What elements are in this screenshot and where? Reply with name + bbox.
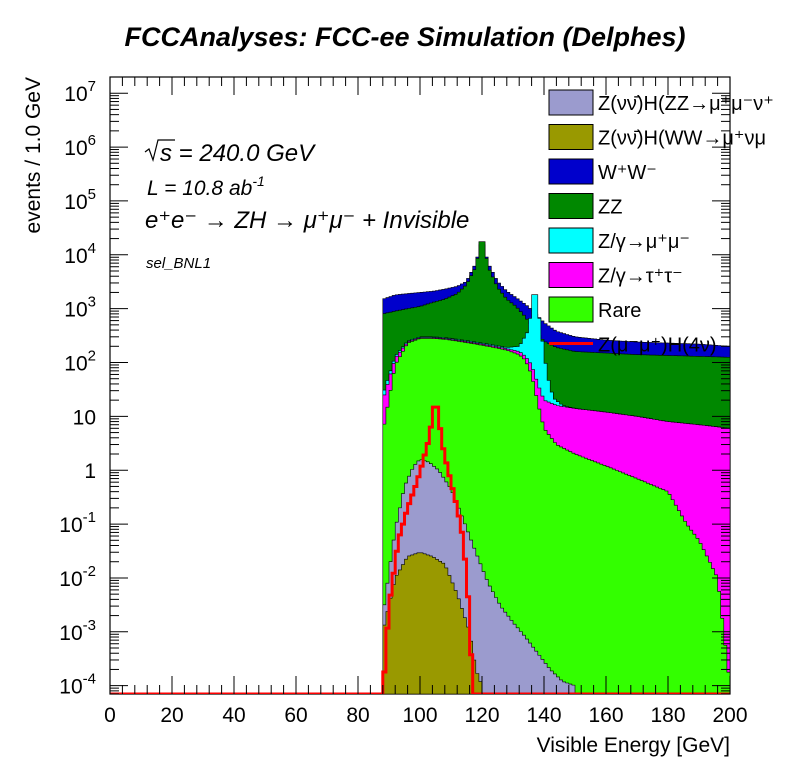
legend-label: Z/γ→τ⁺τ⁻ <box>598 266 683 288</box>
stacked-series <box>382 241 730 694</box>
legend-label: ZZ <box>598 197 622 219</box>
legend: Z(νν̄)H(ZZ→μ⁺μ⁻ν⁺ Z(νν̄)H(WW→μ⁺νμ W⁺W⁻ ZZ Z/… <box>548 89 774 357</box>
x-tick-label: 60 <box>284 704 307 727</box>
legend-swatch <box>548 89 594 116</box>
y-tick-label: 105 <box>64 186 96 214</box>
legend-label: W⁺W⁻ <box>598 162 657 184</box>
y-tick-labels: 10-4 10-3 10-2 10-1 1 10 102 103 104 105 106 107 <box>59 78 96 698</box>
series-zmumuh-inv <box>110 405 730 694</box>
y-tick-label: 10-3 <box>59 617 96 645</box>
axis-ticks <box>109 76 731 695</box>
legend-label: Z(μ⁻μ⁺)H(4ν) <box>598 335 717 357</box>
x-tick-label: 160 <box>588 704 623 727</box>
sqrt-s-label: s = 240.0 GeV <box>160 140 316 167</box>
selection-label: sel_BNL1 <box>146 255 211 272</box>
y-tick-label: 102 <box>64 348 96 376</box>
legend-entry: Z(νν̄)H(WW→μ⁺νμ <box>548 124 766 150</box>
x-tick-labels: 0 20 40 60 80 100 120 140 160 180 200 <box>104 704 747 727</box>
y-tick-label: 107 <box>64 78 96 106</box>
legend-label: Z/γ→μ⁺μ⁻ <box>598 231 690 253</box>
process-label: e⁺e⁻ → ZH → μ⁺μ⁻ + Invisible <box>145 207 469 234</box>
legend-entry: Z(νν̄)H(ZZ→μ⁺μ⁻ν⁺ <box>548 89 774 116</box>
legend-entry: Z/γ→μ⁺μ⁻ <box>548 227 690 254</box>
y-tick-label: 10-4 <box>59 671 96 699</box>
x-tick-label: 0 <box>104 704 116 727</box>
x-tick-label: 180 <box>650 704 685 727</box>
x-tick-label: 140 <box>526 704 561 727</box>
legend-swatch <box>548 193 594 219</box>
x-axis-title: Visible Energy [GeV] <box>537 734 730 757</box>
legend-swatch <box>548 296 594 323</box>
legend-entry: W⁺W⁻ <box>548 158 657 185</box>
chart-title: FCCAnalyses: FCC-ee Simulation (Delphes) <box>124 22 685 52</box>
legend-entry: Z(μ⁻μ⁺)H(4ν) <box>549 335 717 357</box>
y-tick-label: 106 <box>64 132 96 160</box>
legend-swatch <box>548 124 594 150</box>
series-znunuh-ww <box>382 552 483 694</box>
legend-swatch <box>548 227 594 254</box>
signal-line-series <box>110 405 730 694</box>
luminosity-label: L = 10.8 ab-1 <box>147 173 265 200</box>
x-tick-label: 100 <box>402 704 437 727</box>
legend-entry: Z/γ→τ⁺τ⁻ <box>548 262 683 288</box>
y-tick-label: 10-1 <box>59 509 96 537</box>
legend-label: Z(νν̄)H(WW→μ⁺νμ <box>598 128 766 150</box>
x-tick-label: 40 <box>222 704 245 727</box>
legend-label: Rare <box>598 300 641 322</box>
legend-swatch <box>548 262 594 288</box>
y-tick-label: 10-2 <box>59 563 96 591</box>
x-tick-label: 200 <box>712 704 747 727</box>
y-tick-label: 10 <box>73 406 96 429</box>
legend-swatch <box>548 158 594 185</box>
y-tick-label: 104 <box>64 240 96 268</box>
annotation-block: s = 240.0 GeV L = 10.8 ab-1 e⁺e⁻ → ZH → … <box>144 139 469 272</box>
sqrt-symbol <box>144 139 175 163</box>
y-axis-title: events / 1.0 GeV <box>22 77 45 233</box>
x-tick-label: 80 <box>346 704 369 727</box>
x-tick-label: 120 <box>464 704 499 727</box>
legend-entry: ZZ <box>548 193 622 219</box>
y-tick-label: 1 <box>84 460 96 483</box>
legend-entry: Rare <box>548 296 641 323</box>
legend-label: Z(νν̄)H(ZZ→μ⁺μ⁻ν⁺ <box>598 93 774 115</box>
y-tick-label: 103 <box>64 294 96 322</box>
x-tick-label: 20 <box>160 704 183 727</box>
